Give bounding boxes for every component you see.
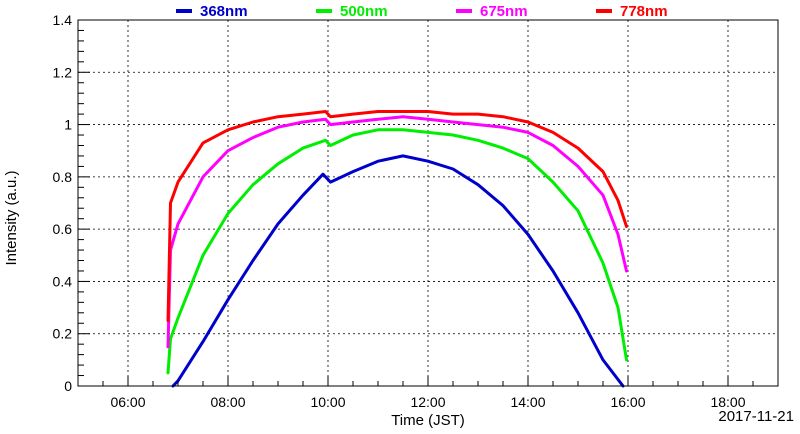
- x-tick-label: 12:00: [410, 394, 445, 410]
- x-tick-label: 06:00: [110, 394, 145, 410]
- legend-swatch: [456, 9, 472, 13]
- legend-label: 368nm: [200, 2, 248, 20]
- y-tick-label: 0: [64, 378, 72, 394]
- y-axis-label: Intensity (a.u.): [3, 170, 20, 265]
- series-line-675nm: [166, 115, 628, 349]
- x-tick-label: 14:00: [510, 394, 545, 410]
- legend-label: 500nm: [340, 2, 388, 20]
- y-tick-label: 0.6: [53, 221, 73, 237]
- legend-item-778nm: 778nm: [596, 0, 668, 22]
- y-tick-label: 1: [64, 117, 72, 133]
- y-tick-label: 1.2: [53, 64, 73, 80]
- legend-item-368nm: 368nm: [176, 0, 248, 22]
- x-axis-label: Time (JST): [391, 412, 465, 429]
- y-tick-label: 0.2: [53, 326, 73, 342]
- series-layer: [166, 110, 628, 388]
- series-line-778nm: [166, 110, 628, 323]
- legend-item-500nm: 500nm: [316, 0, 388, 22]
- legend-label: 675nm: [480, 2, 528, 20]
- legend-item-675nm: 675nm: [456, 0, 528, 22]
- y-tick-label: 0.8: [53, 169, 73, 185]
- date-label: 2017-11-21: [718, 408, 794, 425]
- x-tick-label: 18:00: [710, 394, 745, 410]
- legend-swatch: [176, 9, 192, 13]
- series-line-368nm: [171, 154, 625, 388]
- grid: [78, 20, 778, 386]
- y-tick-label: 0.4: [53, 273, 73, 289]
- y-tick-label: 1.4: [53, 12, 73, 28]
- x-tick-label: 16:00: [610, 394, 645, 410]
- legend-swatch: [596, 9, 612, 13]
- x-tick-label: 08:00: [210, 394, 245, 410]
- x-tick-label: 10:00: [310, 394, 345, 410]
- series-line-500nm: [166, 128, 628, 375]
- legend-swatch: [316, 9, 332, 13]
- axis-ticks: 06:00 08:00 10:00 12:00 14:00 16:00 18:00 0 0.2 0…: [53, 12, 754, 410]
- legend-label: 778nm: [620, 2, 668, 20]
